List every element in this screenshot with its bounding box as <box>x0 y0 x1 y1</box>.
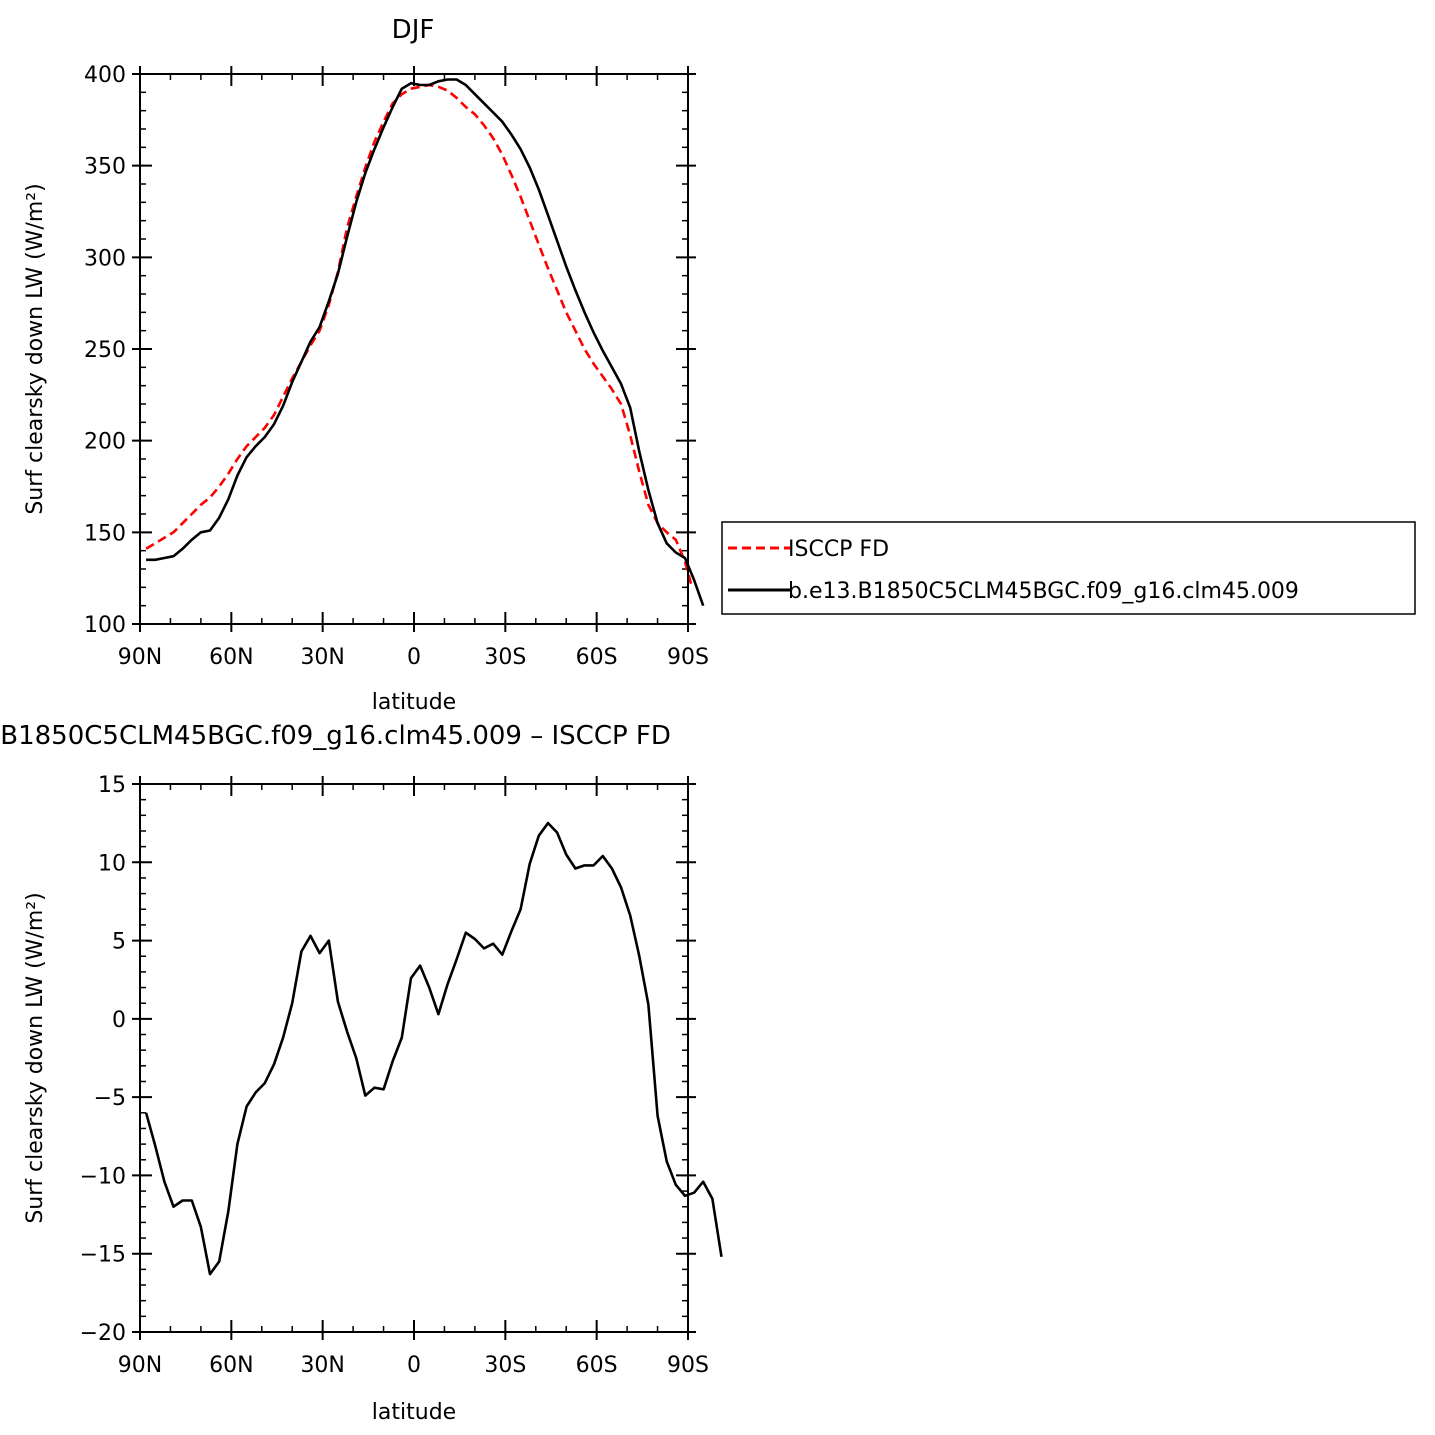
top-series-line-1 <box>146 78 705 607</box>
top-x-tick-label: 30N <box>300 645 344 670</box>
bottom-x-tick-label: 30S <box>484 1353 526 1378</box>
top-y-tick-label: 400 <box>84 63 126 88</box>
bottom-y-axis-label: Surf clearsky down LW (W/m²) <box>23 892 48 1223</box>
bottom-chart-title: .B1850C5CLM45BGC.f09_g16.clm45.009 – ISC… <box>0 721 671 751</box>
top-major-ticks: 90N 60N 30N 0 30S 60S 90S 100 150 200 250 300 350 400 <box>84 63 709 670</box>
legend-box <box>721 521 1416 615</box>
bottom-x-tick-label: 0 <box>407 1353 421 1378</box>
bottom-y-tick-label: 0 <box>112 1008 126 1033</box>
top-panel: DJF 90N 60N 30N 0 30S 60S 90S 100 150 200 250 300 35… <box>23 15 709 715</box>
bottom-series-lines <box>144 821 723 1276</box>
top-series-lines <box>145 78 705 607</box>
bottom-major-ticks: 90N 60N 30N 0 30S 60S 90S −20 −15 −10 −5 0 5 10 15 <box>80 773 709 1378</box>
legend-label-model: b.e13.B1850C5CLM45BGC.f09_g16.clm45.009 <box>788 579 1299 604</box>
bottom-y-tick-label: 10 <box>98 851 126 876</box>
bottom-y-tick-label: −10 <box>80 1164 126 1189</box>
bottom-plot-frame <box>139 783 689 1333</box>
bottom-y-tick-label: −20 <box>80 1321 126 1346</box>
bottom-y-tick-label: 15 <box>98 773 126 798</box>
top-series-line-0 <box>145 83 693 585</box>
legend-label-isccp: ISCCP FD <box>788 537 889 562</box>
top-x-tick-label: 90S <box>667 645 709 670</box>
bottom-x-tick-label: 60S <box>576 1353 618 1378</box>
top-x-tick-label: 60S <box>576 645 618 670</box>
bottom-y-tick-label: −5 <box>94 1086 126 1111</box>
bottom-series-line-0 <box>144 821 723 1276</box>
legend: ISCCP FD b.e13.B1850C5CLM45BGC.f09_g16.c… <box>721 521 1416 615</box>
bottom-x-tick-label: 30N <box>300 1353 344 1378</box>
bottom-x-tick-label: 60N <box>209 1353 253 1378</box>
top-y-tick-label: 100 <box>84 613 126 638</box>
bottom-y-tick-label: 5 <box>112 930 126 955</box>
top-y-tick-label: 350 <box>84 155 126 180</box>
top-y-tick-label: 300 <box>84 246 126 271</box>
top-x-tick-label: 0 <box>407 645 421 670</box>
top-y-tick-label: 200 <box>84 430 126 455</box>
top-y-axis-label: Surf clearsky down LW (W/m²) <box>23 183 48 514</box>
bottom-x-tick-label: 90N <box>118 1353 162 1378</box>
top-chart-title: DJF <box>392 15 435 45</box>
top-plot-frame <box>139 73 689 625</box>
top-x-axis-label: latitude <box>372 690 456 715</box>
top-x-tick-label: 60N <box>209 645 253 670</box>
bottom-panel: .B1850C5CLM45BGC.f09_g16.clm45.009 – ISC… <box>0 721 723 1425</box>
top-y-tick-label: 250 <box>84 338 126 363</box>
top-y-tick-label: 150 <box>84 521 126 546</box>
top-minor-ticks <box>139 73 689 625</box>
bottom-x-axis-label: latitude <box>372 1400 456 1425</box>
bottom-y-tick-label: −15 <box>80 1243 126 1268</box>
bottom-x-tick-label: 90S <box>667 1353 709 1378</box>
top-x-tick-label: 30S <box>484 645 526 670</box>
top-x-tick-label: 90N <box>118 645 162 670</box>
